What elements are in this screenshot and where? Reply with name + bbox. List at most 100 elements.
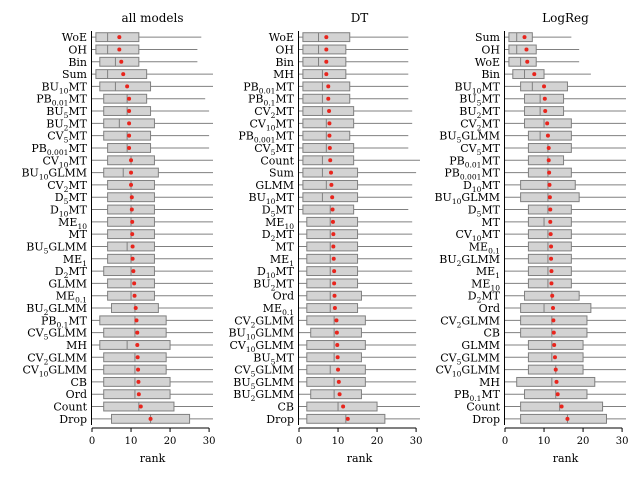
- category-label: BU10MT: [41, 80, 87, 95]
- box-CV5MT: [299, 143, 409, 153]
- box-Bin: [92, 56, 198, 67]
- category-label: CV5GLMM: [440, 351, 500, 366]
- mean-marker: [127, 145, 132, 150]
- x-axis-label: rank: [140, 452, 166, 465]
- box-Bin: [505, 69, 591, 80]
- mean-marker: [543, 109, 548, 114]
- mean-marker: [324, 72, 329, 77]
- mean-marker: [138, 404, 143, 409]
- mean-marker: [332, 269, 337, 274]
- iqr-box: [103, 266, 155, 277]
- box-CV5GLMM: [92, 327, 213, 338]
- mean-marker: [554, 379, 559, 384]
- box-D2MT: [299, 229, 413, 240]
- box-ME1: [505, 266, 626, 277]
- box-Count: [505, 401, 626, 412]
- mean-marker: [545, 133, 550, 138]
- mean-marker: [330, 207, 335, 212]
- mean-marker: [548, 232, 553, 237]
- mean-marker: [130, 232, 135, 237]
- mean-marker: [335, 355, 340, 360]
- box-BU5MT: [92, 106, 210, 116]
- category-label: Sum: [475, 31, 501, 44]
- iqr-box: [306, 303, 359, 313]
- category-label: ME1: [270, 253, 294, 268]
- x-tick-label: 10: [332, 436, 345, 447]
- category-label: ME0.1: [469, 240, 500, 255]
- category-label: Sum: [62, 68, 88, 81]
- mean-marker: [326, 84, 331, 89]
- box-BU2MT: [299, 278, 413, 289]
- box-PB0.001MT: [505, 167, 626, 178]
- box-OH: [505, 44, 580, 55]
- category-label: CB: [484, 327, 501, 340]
- mean-marker: [324, 59, 329, 64]
- mean-marker: [341, 404, 346, 409]
- category-label: PB0.001MT: [444, 167, 500, 182]
- category-label: ME10: [471, 277, 500, 292]
- box-D10MT: [505, 179, 626, 190]
- mean-marker: [547, 195, 552, 200]
- mean-marker: [549, 244, 554, 249]
- box-Bin: [299, 56, 409, 67]
- category-label: Count: [53, 401, 87, 414]
- mean-marker: [551, 330, 556, 335]
- x-tick-label: 0: [296, 436, 302, 447]
- mean-marker: [332, 281, 337, 286]
- category-label: CV2MT: [47, 179, 87, 194]
- box-D2MT: [505, 290, 626, 301]
- box-MT: [505, 216, 626, 227]
- box-BU2MT: [92, 118, 213, 129]
- box-CV10GLMM: [505, 364, 626, 375]
- chart-panel-2: DT WoEOHBinMHPB0.01MTPB0.1MTCV2MTCV10MTPB…: [228, 11, 422, 465]
- mean-marker: [121, 72, 126, 77]
- x-tick-label: 0: [89, 436, 95, 447]
- category-label: BU2MT: [253, 277, 294, 292]
- category-label: PB0.01MT: [243, 80, 294, 95]
- mean-marker: [136, 367, 141, 372]
- box-ME1: [92, 253, 213, 264]
- category-label: D5MT: [468, 204, 501, 219]
- x-axis-label: rank: [347, 452, 373, 465]
- mean-marker: [542, 96, 547, 101]
- box-CV10MT: [505, 229, 626, 240]
- category-label: BU10MT: [454, 80, 500, 95]
- mean-marker: [132, 281, 137, 286]
- category-label: BU5GLMM: [233, 376, 294, 391]
- panel-title: all models: [121, 11, 183, 25]
- mean-marker: [549, 256, 554, 261]
- box-PB0.1MT: [505, 389, 626, 400]
- mean-marker: [522, 35, 527, 40]
- x-tick-label: 30: [616, 436, 629, 447]
- box-BU5MT: [505, 93, 626, 104]
- category-label: Drop: [472, 413, 500, 426]
- box-PB0.01MT: [505, 155, 626, 166]
- category-label: PB0.001MT: [238, 130, 294, 145]
- box-CV5MT: [92, 130, 210, 141]
- category-label: D10MT: [50, 204, 88, 219]
- category-label: ME10: [265, 216, 294, 231]
- box-CB: [505, 327, 626, 338]
- x-tick-label: 20: [164, 436, 177, 447]
- category-label: Drop: [59, 413, 87, 426]
- category-label: MH: [66, 339, 87, 352]
- category-label: MH: [273, 68, 294, 81]
- iqr-box: [310, 389, 362, 400]
- mean-marker: [336, 367, 341, 372]
- mean-marker: [119, 59, 124, 64]
- mean-marker: [336, 379, 341, 384]
- box-PB0.01MT: [299, 81, 409, 92]
- box-CB: [299, 401, 420, 412]
- iqr-box: [103, 93, 148, 104]
- chart-panel-3: LogRegSumOHWoEBinBU10MTBU5MTBU2MTCV2MTBU…: [434, 11, 628, 465]
- mean-marker: [525, 59, 530, 64]
- mean-marker: [337, 392, 342, 397]
- category-label: OH: [481, 43, 500, 56]
- box-CV2MT: [505, 118, 626, 129]
- mean-marker: [330, 195, 335, 200]
- category-label: BU2GLMM: [233, 388, 294, 403]
- category-label: BU10MT: [248, 191, 294, 206]
- box-CV5GLMM: [299, 364, 417, 375]
- category-label: BU5MT: [459, 93, 500, 108]
